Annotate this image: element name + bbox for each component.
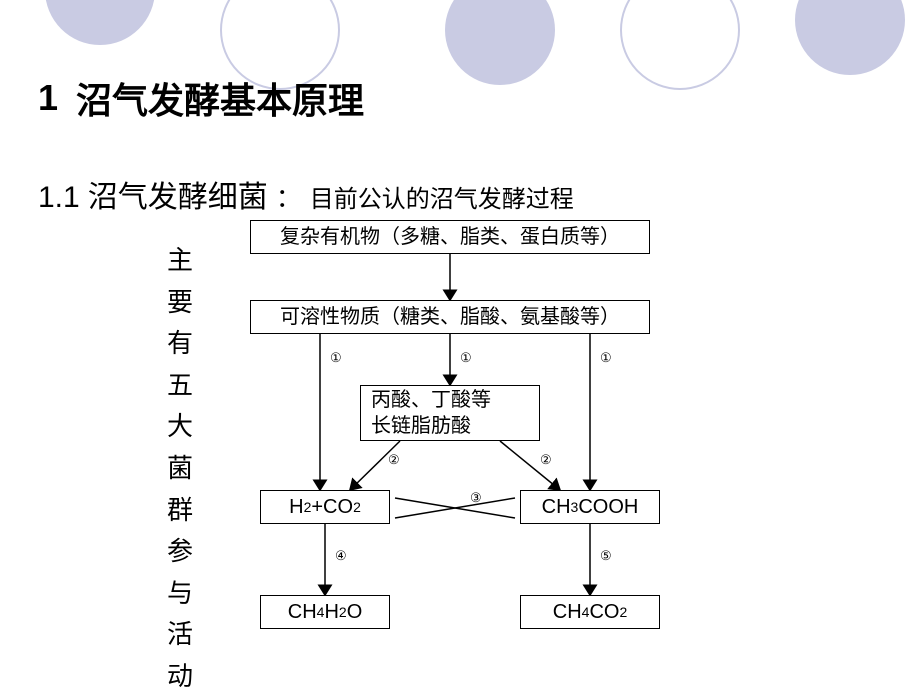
flow-node-n2: 可溶性物质（糖类、脂酸、氨基酸等）: [250, 300, 650, 334]
flow-step-label: ③: [470, 490, 482, 506]
section-desc: 目前公认的沼气发酵过程: [310, 179, 574, 214]
flow-step-label: ①: [330, 350, 342, 366]
flow-node-n7: CH4CO2: [520, 595, 660, 629]
flow-step-label: ④: [335, 548, 347, 564]
flow-node-n3: 丙酸、丁酸等长链脂肪酸: [360, 385, 540, 441]
flow-step-label: ①: [600, 350, 612, 366]
decorative-circle: [445, 0, 555, 85]
flowchart: 复杂有机物（多糖、脂类、蛋白质等） 可溶性物质（糖类、脂酸、氨基酸等） 丙酸、丁酸等…: [240, 220, 800, 680]
vertical-side-label: 主要有五大菌群参与活动: [166, 240, 194, 698]
section-label: 沼气发酵细菌: [88, 172, 268, 216]
section-number: 1.1: [38, 181, 80, 215]
chapter-title: 1 沼气发酵基本原理: [38, 72, 364, 124]
flow-node-n1: 复杂有机物（多糖、脂类、蛋白质等）: [250, 220, 650, 254]
flow-step-label: ②: [540, 452, 552, 468]
decorative-circle: [795, 0, 905, 75]
section-subtitle: 1.1 沼气发酵细菌 ： 目前公认的沼气发酵过程: [38, 172, 574, 216]
chapter-text: 沼气发酵基本原理: [76, 72, 364, 124]
flow-step-label: ①: [460, 350, 472, 366]
flow-node-n6: CH4H2O: [260, 595, 390, 629]
section-colon: ：: [276, 178, 302, 215]
decorative-circle: [620, 0, 740, 90]
flow-step-label: ⑤: [600, 548, 612, 564]
flow-node-n5: CH3COOH: [520, 490, 660, 524]
flow-node-n4: H2+CO2: [260, 490, 390, 524]
chapter-number: 1: [38, 77, 58, 119]
flow-step-label: ②: [388, 452, 400, 468]
decorative-circle: [45, 0, 155, 45]
